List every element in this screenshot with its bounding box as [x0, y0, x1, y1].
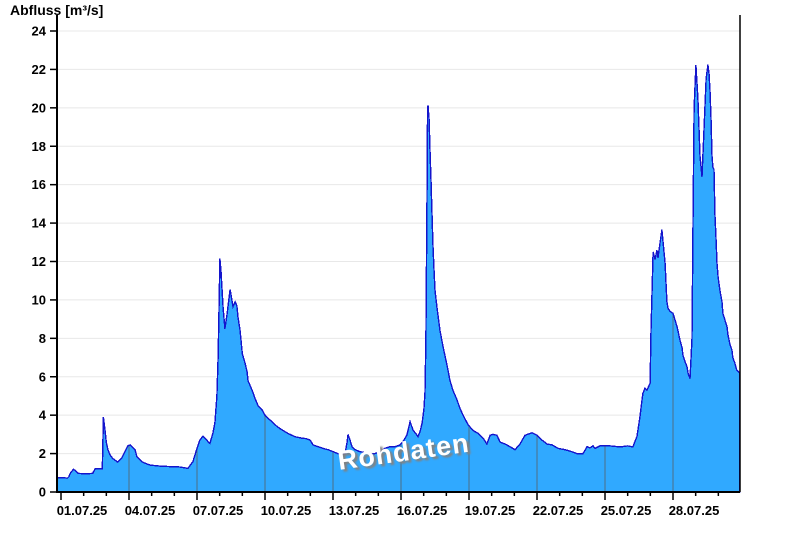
x-tick-label: 13.07.25 — [329, 503, 380, 518]
y-tick-label: 18 — [32, 139, 46, 154]
area-series-outline — [56, 64, 741, 493]
y-tick-label: 4 — [39, 408, 47, 423]
y-tick-label: 20 — [32, 100, 46, 115]
y-tick-label: 14 — [32, 216, 47, 231]
y-axis-title: Abfluss [m³/s] — [10, 2, 104, 18]
y-tick-label: 22 — [32, 62, 46, 77]
area-series-fill — [56, 64, 740, 493]
y-tick-label: 16 — [32, 177, 46, 192]
x-tick-label: 25.07.25 — [601, 503, 652, 518]
x-tick-label: 28.07.25 — [669, 503, 720, 518]
x-tick-label: 01.07.25 — [57, 503, 108, 518]
x-tick-label: 07.07.25 — [193, 503, 244, 518]
y-tick-label: 8 — [39, 331, 46, 346]
x-tick-label: 04.07.25 — [125, 503, 176, 518]
y-tick-label: 0 — [39, 485, 46, 500]
x-tick-label: 10.07.25 — [261, 503, 312, 518]
y-tick-label: 12 — [32, 254, 46, 269]
x-tick-label: 16.07.25 — [397, 503, 448, 518]
y-tick-label: 24 — [32, 24, 47, 39]
x-tick-label: 22.07.25 — [533, 503, 584, 518]
y-tick-label: 6 — [39, 369, 46, 384]
x-tick-label: 19.07.25 — [465, 503, 516, 518]
y-tick-label: 2 — [39, 446, 46, 461]
y-tick-label: 10 — [32, 292, 46, 307]
